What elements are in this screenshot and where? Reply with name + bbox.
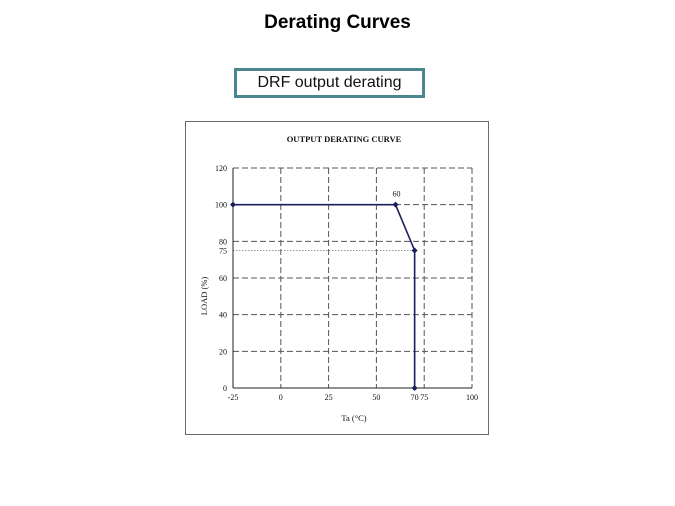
x-tick-label-75: 75 bbox=[420, 393, 428, 402]
y-axis-label: LOAD (%) bbox=[199, 277, 209, 316]
subtitle-box: DRF output derating bbox=[234, 68, 425, 98]
x-tick-label-50: 50 bbox=[372, 393, 380, 402]
x-tick-label--25: -25 bbox=[228, 393, 239, 402]
series bbox=[230, 201, 418, 391]
annotation-label-0: 60 bbox=[393, 190, 401, 199]
x-tick-label-25: 25 bbox=[325, 393, 333, 402]
y-tick-label-80: 80 bbox=[219, 237, 227, 246]
slide-title: Derating Curves bbox=[264, 12, 411, 33]
data-point-0-3 bbox=[411, 385, 418, 391]
y-tick-label-0: 0 bbox=[223, 384, 227, 393]
y-tick-label-20: 20 bbox=[219, 347, 227, 356]
x-axis-label: Ta (°C) bbox=[341, 413, 366, 423]
chart-title: OUTPUT DERATING CURVE bbox=[287, 134, 402, 144]
chart-frame: -25 0 25 50 70 75 100 0 20 40 60 75 80 100 120 60 OUTP… bbox=[185, 121, 489, 435]
data-point-0-1 bbox=[392, 201, 399, 208]
x-tick-label-100: 100 bbox=[466, 393, 478, 402]
x-tick-label-0: 0 bbox=[279, 393, 283, 402]
x-tick-label-70: 70 bbox=[411, 393, 419, 402]
grid bbox=[232, 167, 473, 389]
y-tick-label-75: 75 bbox=[219, 247, 227, 256]
annotations: 60 bbox=[393, 190, 401, 199]
y-tick-label-40: 40 bbox=[219, 311, 227, 320]
data-point-0-2 bbox=[411, 247, 418, 254]
y-tick-label-120: 120 bbox=[215, 164, 227, 173]
data-point-0-0 bbox=[230, 201, 236, 208]
series-line-0 bbox=[233, 203, 416, 388]
y-tick-label-60: 60 bbox=[219, 274, 227, 283]
y-tick-label-100: 100 bbox=[215, 201, 227, 210]
